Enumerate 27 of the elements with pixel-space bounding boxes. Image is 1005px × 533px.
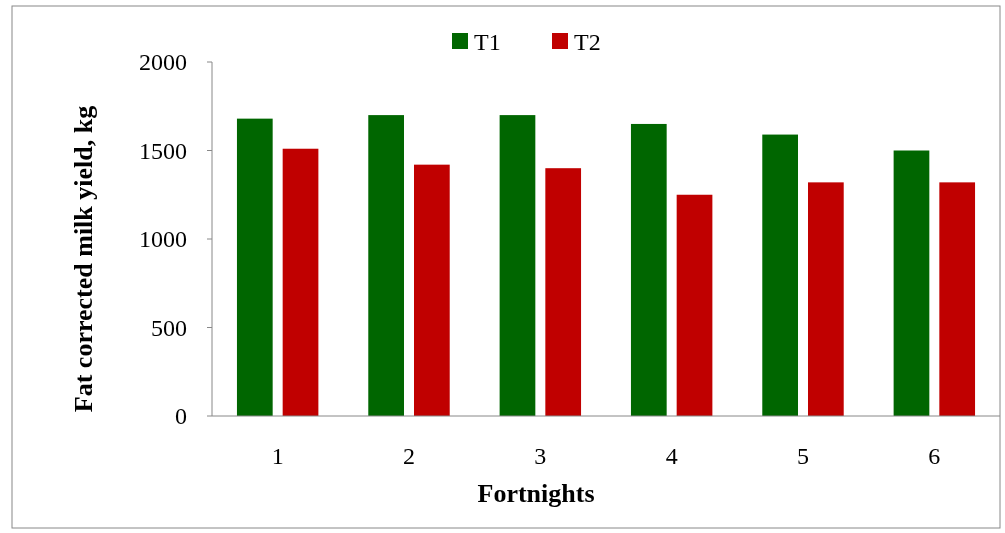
bar: [545, 168, 582, 416]
y-tick-label: 0: [175, 403, 187, 430]
x-tick-label: 2: [403, 443, 415, 469]
y-tick-label: 1000: [139, 226, 187, 253]
bar: [236, 118, 273, 416]
bar: [939, 182, 976, 416]
bar: [414, 164, 450, 416]
y-tick-label: 2000: [139, 49, 187, 76]
bar: [499, 115, 536, 416]
y-tick-label: 500: [151, 314, 187, 341]
x-tick-label: 1: [271, 443, 284, 469]
bar: [893, 150, 930, 416]
bar: [282, 148, 319, 416]
x-tick-label: 4: [665, 443, 678, 469]
x-axis-title: Fortnights: [477, 479, 595, 508]
y-axis-title: Fat corrected milk yield, kg: [69, 105, 98, 413]
y-tick-label: 1500: [139, 137, 187, 164]
bar: [808, 182, 844, 416]
bar: [630, 123, 667, 416]
legend-label: T1: [474, 29, 501, 55]
x-tick-label: 3: [534, 443, 547, 469]
bar: [368, 115, 404, 416]
x-tick-label: 6: [928, 443, 941, 469]
bar: [676, 194, 713, 416]
legend-label: T2: [574, 29, 601, 55]
x-tick-label: 5: [797, 443, 809, 469]
bar: [762, 134, 798, 416]
